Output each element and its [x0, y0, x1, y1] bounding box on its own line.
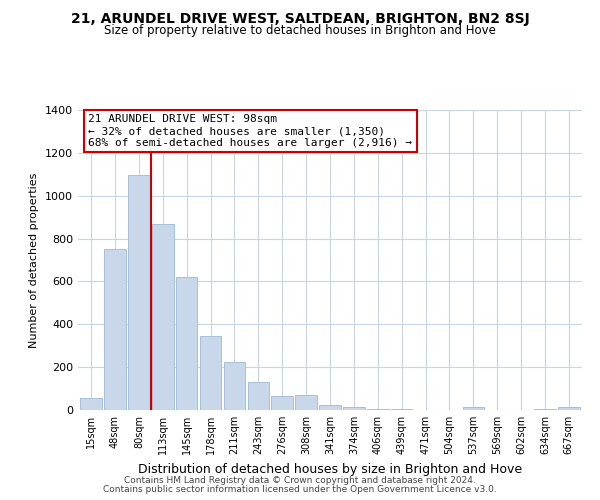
Text: Contains HM Land Registry data © Crown copyright and database right 2024.: Contains HM Land Registry data © Crown c…	[124, 476, 476, 485]
Bar	[367, 409, 389, 410]
Bar	[248, 382, 269, 410]
Y-axis label: Number of detached properties: Number of detached properties	[29, 172, 40, 348]
Bar	[80, 398, 102, 410]
Bar	[200, 336, 221, 410]
Bar	[295, 395, 317, 410]
Text: Contains public sector information licensed under the Open Government Licence v3: Contains public sector information licen…	[103, 485, 497, 494]
Bar	[176, 277, 197, 410]
Bar	[271, 396, 293, 410]
Text: 21, ARUNDEL DRIVE WEST, SALTDEAN, BRIGHTON, BN2 8SJ: 21, ARUNDEL DRIVE WEST, SALTDEAN, BRIGHT…	[71, 12, 529, 26]
X-axis label: Distribution of detached houses by size in Brighton and Hove: Distribution of detached houses by size …	[138, 462, 522, 475]
Bar	[319, 404, 341, 410]
Text: 21 ARUNDEL DRIVE WEST: 98sqm
← 32% of detached houses are smaller (1,350)
68% of: 21 ARUNDEL DRIVE WEST: 98sqm ← 32% of de…	[88, 114, 412, 148]
Text: Size of property relative to detached houses in Brighton and Hove: Size of property relative to detached ho…	[104, 24, 496, 37]
Bar	[152, 224, 173, 410]
Bar	[534, 409, 556, 410]
Bar	[343, 407, 365, 410]
Bar	[128, 176, 149, 410]
Bar	[224, 362, 245, 410]
Bar	[463, 408, 484, 410]
Bar	[558, 408, 580, 410]
Bar	[104, 250, 126, 410]
